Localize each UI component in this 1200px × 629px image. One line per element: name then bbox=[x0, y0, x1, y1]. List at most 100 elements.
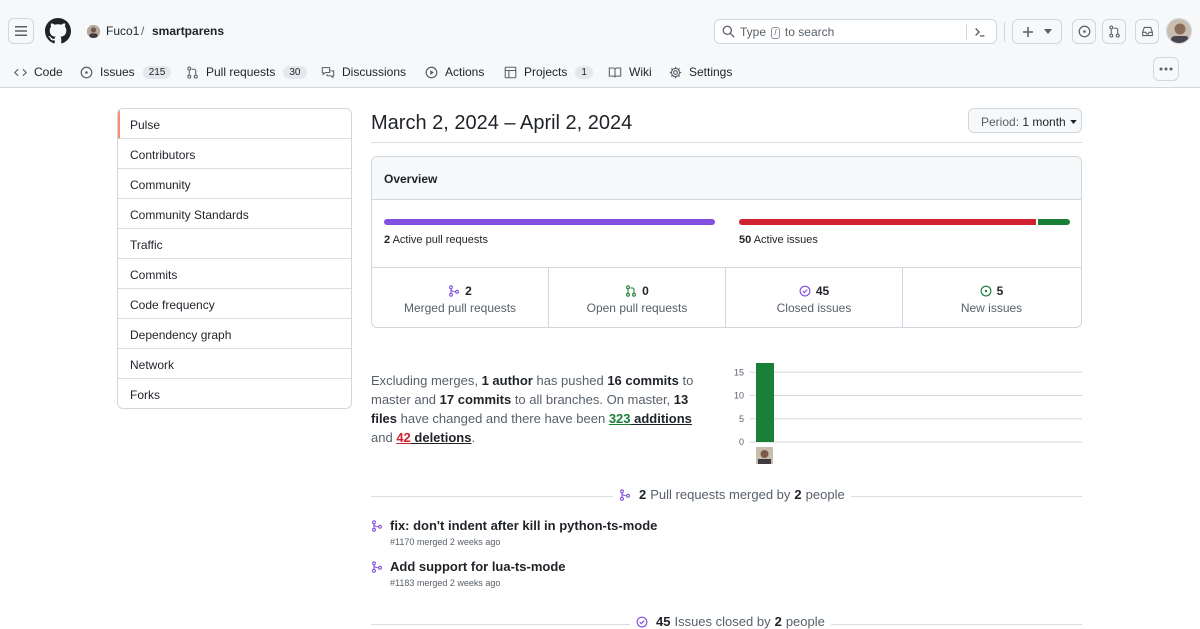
tab-issues[interactable]: Issues 215 bbox=[80, 62, 172, 82]
sidebar-item-forks[interactable]: Forks bbox=[130, 388, 160, 402]
issues-counter: 215 bbox=[142, 65, 172, 79]
sidebar-item-community-standards[interactable]: Community Standards bbox=[118, 199, 351, 229]
tab-actions[interactable]: Actions bbox=[425, 62, 484, 82]
stat-closed-issues[interactable]: 45 Closed issues bbox=[726, 268, 903, 327]
additions-number: 323 bbox=[608, 411, 631, 426]
github-logo-icon[interactable] bbox=[45, 18, 71, 44]
sidebar-item-network[interactable]: Network bbox=[118, 349, 351, 379]
owner-avatar[interactable] bbox=[87, 25, 100, 38]
user-avatar[interactable] bbox=[1166, 18, 1192, 44]
tab-discussions[interactable]: Discussions bbox=[321, 62, 406, 82]
sidebar-item-commits[interactable]: Commits bbox=[118, 259, 351, 289]
sidebar-item-pulse[interactable]: Pulse bbox=[118, 109, 351, 139]
inbox-icon bbox=[1141, 26, 1153, 37]
summary-text-7: . bbox=[471, 430, 476, 445]
tab-actions-label: Actions bbox=[445, 65, 485, 79]
triangle-down-icon bbox=[1070, 120, 1077, 124]
stat-closed-issues-value: 45 bbox=[815, 284, 830, 298]
sidebar-item-contributors[interactable]: Contributors bbox=[118, 139, 351, 169]
stat-new-issues-value: 5 bbox=[996, 284, 1004, 298]
deletions-link[interactable]: 42 deletions bbox=[396, 430, 471, 445]
pull-requests-counter: 30 bbox=[283, 65, 307, 79]
active-pr-label: Active pull requests bbox=[390, 234, 488, 246]
summary-authors: 1 author bbox=[481, 373, 533, 388]
repo-owner-link[interactable]: Fuco1 bbox=[106, 24, 140, 38]
issue-closed-icon bbox=[799, 285, 811, 297]
book-icon bbox=[608, 67, 622, 77]
stat-merged-prs-label: Merged pull requests bbox=[403, 301, 517, 315]
search-input[interactable]: Type / to search bbox=[714, 19, 997, 44]
overview-title: Overview bbox=[372, 157, 1081, 200]
issue-opened-icon bbox=[1078, 25, 1090, 38]
pr-title-link[interactable]: fix: don't indent after kill in python-t… bbox=[390, 518, 658, 533]
projects-counter: 1 bbox=[575, 65, 593, 79]
issues-section-count: 45 bbox=[656, 614, 671, 629]
tab-settings-label: Settings bbox=[689, 65, 733, 79]
create-new-button[interactable] bbox=[1012, 19, 1062, 44]
title-divider bbox=[371, 142, 1082, 143]
period-select-button[interactable]: Period: 1 month bbox=[968, 108, 1082, 133]
tab-wiki[interactable]: Wiki bbox=[608, 62, 652, 82]
menu-button[interactable] bbox=[8, 18, 34, 44]
active-pr-count: 2 bbox=[384, 234, 391, 246]
issues-section-title: 45 Issues closed by 2 people bbox=[630, 614, 831, 629]
command-palette-icon[interactable] bbox=[973, 25, 987, 39]
header-divider bbox=[1004, 22, 1005, 42]
additions-link[interactable]: 323 additions bbox=[609, 411, 692, 426]
tab-projects[interactable]: Projects 1 bbox=[504, 62, 593, 82]
stat-new-issues-label: New issues bbox=[960, 301, 1023, 315]
tab-code[interactable]: Code bbox=[14, 62, 63, 82]
issue-opened-icon bbox=[80, 66, 93, 78]
commit-bar[interactable] bbox=[756, 363, 774, 442]
overview-box: Overview 2 Active pull requests 50 Activ… bbox=[371, 156, 1082, 328]
overview-stats: 2 Merged pull requests 0 Open pull reque… bbox=[372, 267, 1081, 327]
notifications-button[interactable] bbox=[1135, 19, 1159, 44]
y-tick-label: 15 bbox=[734, 367, 744, 377]
active-pr-bar[interactable] bbox=[384, 219, 715, 225]
your-pull-requests-button[interactable] bbox=[1102, 19, 1126, 44]
sidebar-item-traffic[interactable]: Traffic bbox=[118, 229, 351, 259]
tab-settings[interactable]: Settings bbox=[669, 62, 732, 82]
sidebar-item-community[interactable]: Community bbox=[118, 169, 351, 199]
summary-commits-master: 16 commits bbox=[607, 373, 679, 388]
comment-discussion-icon bbox=[321, 66, 335, 78]
kebab-horizontal-icon bbox=[1159, 67, 1173, 71]
closed-issues-bar[interactable] bbox=[739, 219, 1036, 225]
issue-closed-icon bbox=[636, 616, 648, 627]
author-avatar[interactable] bbox=[756, 447, 773, 464]
repo-name-link[interactable]: smartparens bbox=[152, 24, 225, 38]
more-nav-button[interactable] bbox=[1153, 57, 1179, 81]
sidebar-item-dependency-graph[interactable]: Dependency graph bbox=[118, 319, 351, 349]
tab-pull-requests[interactable]: Pull requests 30 bbox=[186, 62, 307, 82]
stat-merged-prs[interactable]: 2 Merged pull requests bbox=[372, 268, 549, 327]
search-icon bbox=[722, 25, 735, 38]
pr-section-count: 2 bbox=[639, 487, 647, 502]
play-icon bbox=[425, 66, 438, 78]
tab-wiki-label: Wiki bbox=[629, 65, 652, 79]
search-placeholder: Type / to search bbox=[740, 25, 834, 39]
stat-open-prs[interactable]: 0 Open pull requests bbox=[549, 268, 726, 327]
issues-section-text-2: people bbox=[785, 614, 825, 629]
git-merge-icon bbox=[372, 520, 382, 532]
stat-open-prs-value: 0 bbox=[642, 284, 649, 298]
summary-files: 13 files bbox=[371, 392, 689, 426]
stat-open-prs-label: Open pull requests bbox=[586, 301, 688, 315]
plus-icon bbox=[1022, 26, 1033, 37]
search-prefix-text: Type bbox=[740, 25, 770, 39]
active-issues-label: Active issues bbox=[751, 234, 818, 246]
insights-sidebar: Pulse Contributors Community Community S… bbox=[117, 108, 352, 409]
deletions-number: 42 bbox=[396, 430, 411, 445]
triangle-down-icon bbox=[1043, 29, 1052, 34]
tab-issues-label: Issues bbox=[100, 65, 135, 79]
sidebar-item-code-frequency[interactable]: Code frequency bbox=[118, 289, 351, 319]
table-icon bbox=[504, 66, 517, 78]
summary-text-4: to all branches. On master, bbox=[511, 392, 674, 407]
stat-new-issues[interactable]: 5 New issues bbox=[903, 268, 1080, 327]
git-merge-icon bbox=[372, 561, 382, 573]
open-issues-bar[interactable] bbox=[1038, 219, 1070, 225]
active-issues-summary[interactable]: 50 Active issues bbox=[739, 234, 818, 246]
your-issues-button[interactable] bbox=[1072, 19, 1096, 44]
active-pr-summary[interactable]: 2 Active pull requests bbox=[384, 234, 488, 246]
hamburger-icon bbox=[15, 26, 27, 36]
pr-title-link[interactable]: Add support for lua-ts-mode bbox=[390, 559, 566, 574]
